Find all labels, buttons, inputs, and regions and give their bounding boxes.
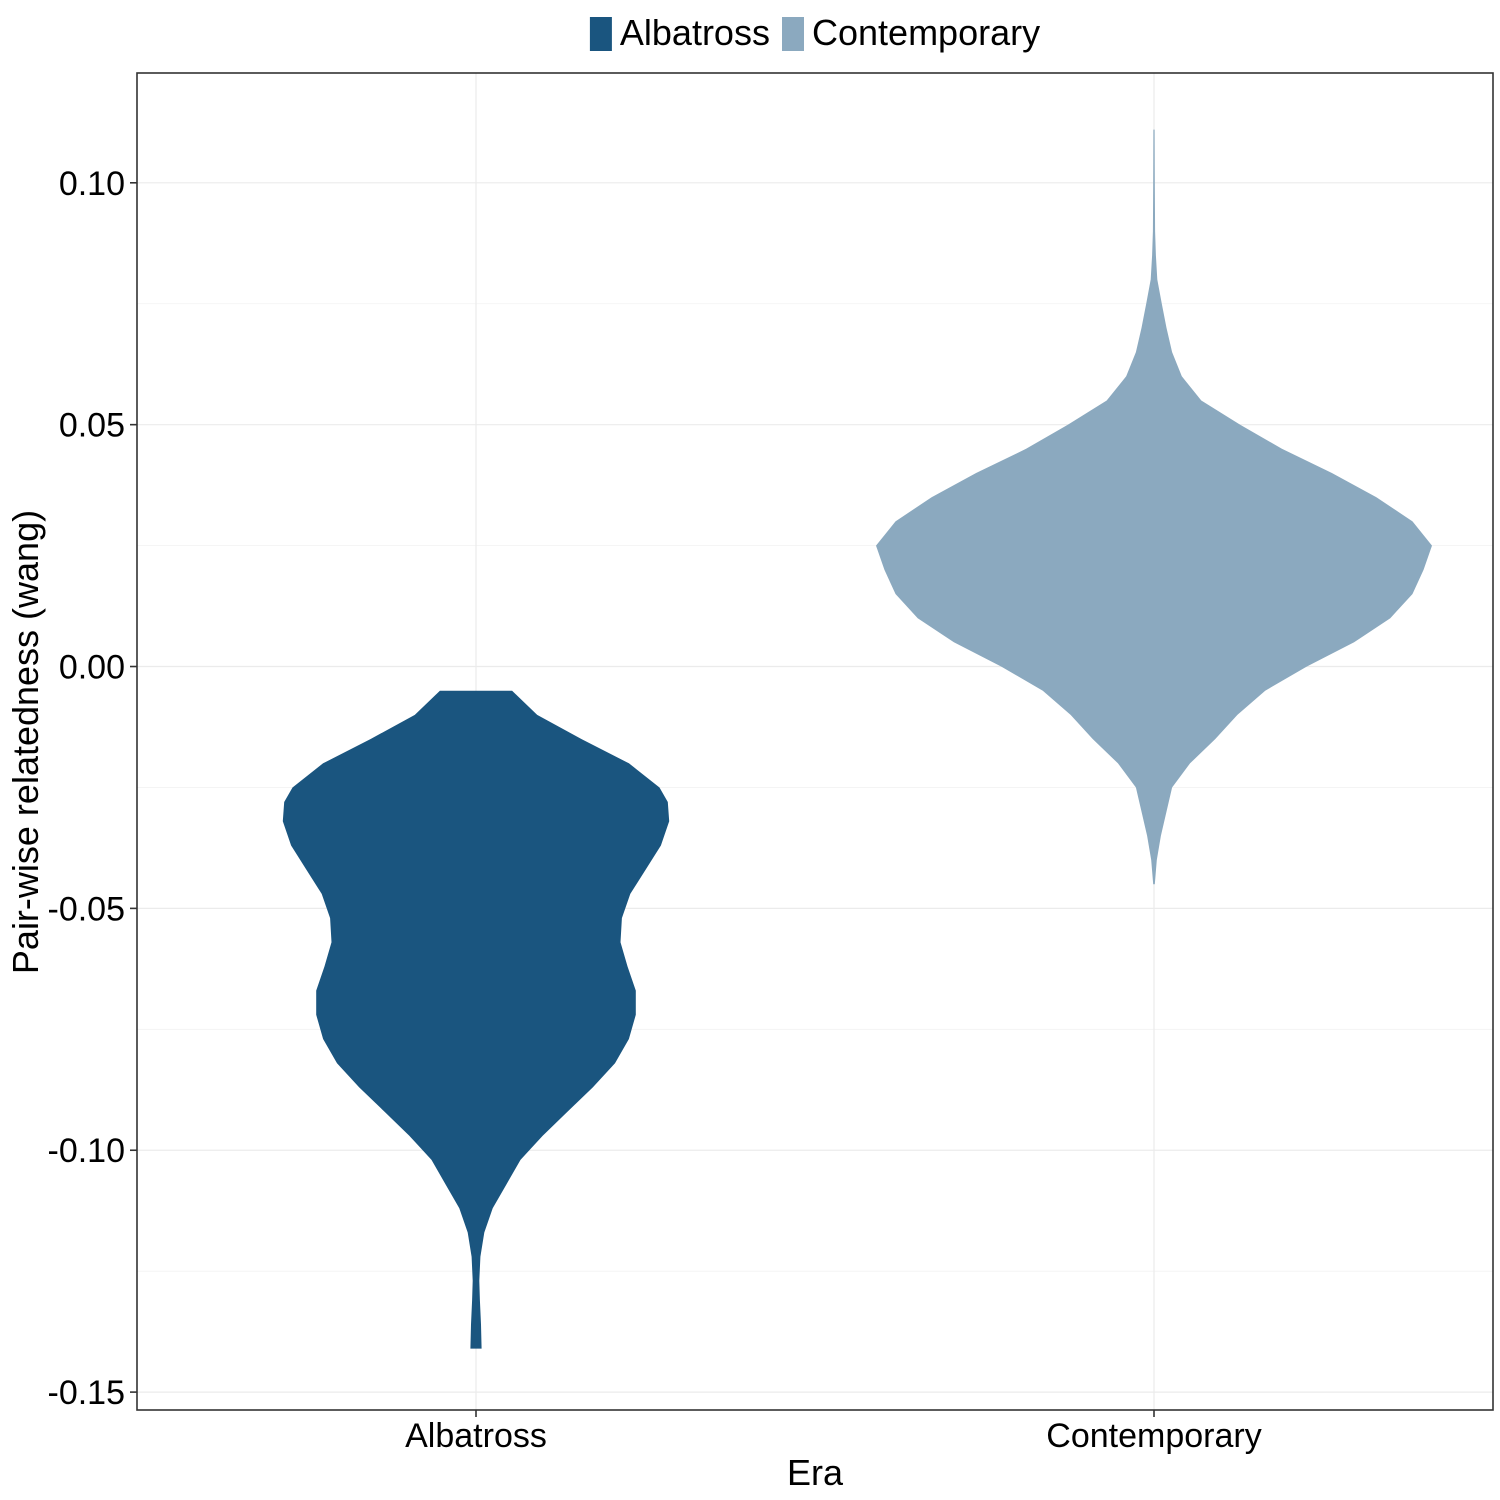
legend-item-contemporary: Contemporary <box>782 12 1040 53</box>
y-axis-title: Pair-wise relatedness (wang) <box>5 510 46 974</box>
y-tick-label: 0.05 <box>59 407 125 445</box>
x-tick-label: Contemporary <box>1046 1417 1261 1455</box>
violin-contemporary <box>876 129 1432 885</box>
y-tick-label: -0.10 <box>48 1132 126 1170</box>
y-tick-label: 0.10 <box>59 165 125 203</box>
legend-key <box>589 17 612 51</box>
y-tick-label: -0.05 <box>48 890 126 928</box>
legend-label: Albatross <box>620 12 770 53</box>
y-tick-label: 0.00 <box>59 649 125 687</box>
panel-border <box>136 72 1494 1411</box>
violins <box>282 129 1432 1349</box>
legend: Albatross Contemporary <box>589 12 1040 53</box>
legend-item-albatross: Albatross <box>589 12 770 53</box>
y-axis: 0.10 0.05 0.00 -0.05 -0.10 -0.15 <box>48 165 137 1412</box>
legend-key <box>782 17 804 51</box>
violin-albatross <box>282 690 670 1349</box>
grid-lines <box>137 73 1493 1410</box>
x-tick-label: Albatross <box>405 1417 547 1455</box>
x-axis-title: Era <box>787 1452 844 1493</box>
x-axis: Albatross Contemporary <box>405 1410 1262 1455</box>
y-tick-label: -0.15 <box>48 1374 126 1412</box>
legend-label: Contemporary <box>812 12 1040 53</box>
